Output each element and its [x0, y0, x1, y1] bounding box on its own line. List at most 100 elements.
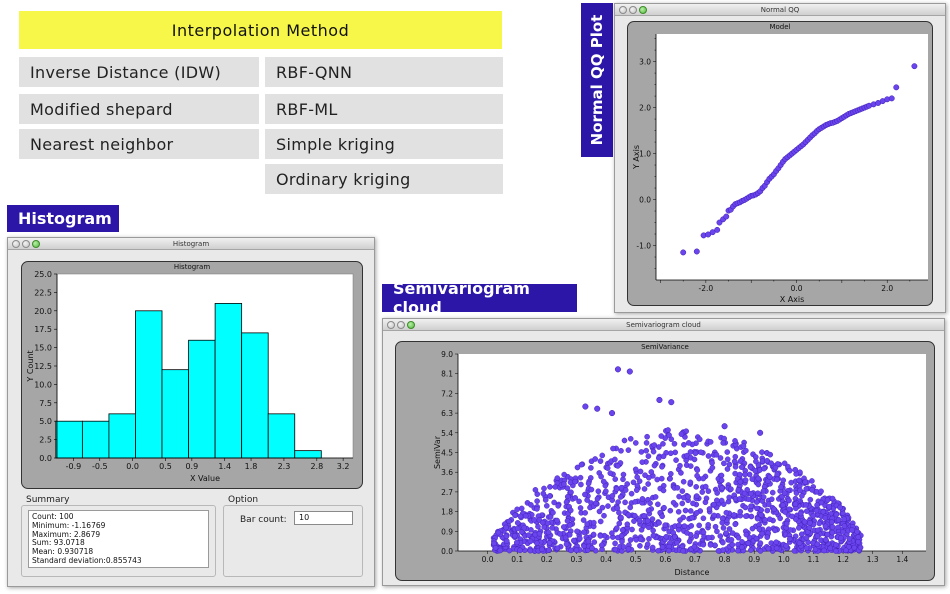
qq-window-titlebar[interactable]: Normal QQ [615, 4, 945, 16]
semi-point [603, 488, 609, 494]
semi-point [694, 472, 700, 479]
semi-point [736, 496, 743, 502]
semi-point [513, 539, 520, 546]
semi-point [814, 533, 821, 539]
semi-point [650, 532, 657, 539]
semi-point [677, 517, 683, 523]
semi-y-tick-label: 5.4 [441, 429, 453, 438]
close-dot-icon[interactable] [619, 6, 627, 14]
semi-point [577, 474, 584, 481]
semi-point [789, 513, 795, 520]
semi-point [614, 463, 621, 469]
method-rbf-ml-button[interactable]: RBF-ML [265, 94, 503, 124]
histogram-y-tick-label: 17.5 [34, 325, 52, 334]
semi-point [557, 531, 563, 537]
semi-point [628, 490, 635, 497]
method-simple-kriging-button[interactable]: Simple kriging [265, 129, 503, 159]
semi-point [690, 500, 696, 507]
semi-point [629, 526, 635, 533]
semi-point [656, 520, 662, 526]
qq-point [714, 226, 721, 233]
semi-point [687, 508, 694, 514]
semi-point [803, 545, 810, 551]
histogram-x-tick-label: 1.8 [245, 462, 258, 471]
semi-point [774, 471, 781, 478]
semivariogram-window-titlebar[interactable]: Semivariogram cloud [383, 319, 944, 331]
semi-point [678, 470, 684, 476]
semi-point [827, 545, 834, 552]
semi-y-tick-label: 1.8 [441, 508, 453, 517]
zoom-dot-icon[interactable] [32, 240, 40, 248]
semi-point [647, 500, 653, 507]
summary-line: Count: 100 [32, 512, 74, 521]
semi-y-tick-label: 7.2 [441, 389, 453, 398]
semi-point [649, 544, 656, 551]
semi-point [737, 479, 744, 485]
minimize-dot-icon[interactable] [629, 6, 637, 14]
semi-point [622, 487, 629, 493]
semi-point [724, 449, 731, 455]
semi-point [715, 548, 722, 554]
semi-point [554, 475, 561, 481]
semi-point [797, 487, 803, 494]
semi-point [595, 488, 602, 495]
semi-point [729, 530, 736, 536]
bar-count-input[interactable]: 10 [294, 511, 353, 525]
semi-outlier-point [594, 405, 601, 412]
histogram-window-titlebar[interactable]: Histogram [8, 238, 374, 250]
semi-point [780, 502, 786, 508]
semi-point [786, 536, 793, 542]
histogram-x-tick-label: -0.9 [66, 462, 82, 471]
semi-point [843, 547, 849, 554]
qq-y-tick-label: -1.0 [636, 242, 651, 251]
zoom-dot-icon[interactable] [407, 321, 415, 329]
semi-point [660, 441, 666, 447]
histogram-chart-panel: Histogram 0.0 2.5 5.0 7.5 10.0 12.5 15.0 17.5 20… [21, 261, 363, 489]
semi-point [506, 547, 513, 554]
method-nearest-neighbor-button[interactable]: Nearest neighbor [19, 129, 259, 159]
semi-point [768, 496, 775, 503]
close-dot-icon[interactable] [12, 240, 20, 248]
bar-count-label: Bar count: [240, 515, 287, 525]
semi-point [652, 494, 659, 500]
semi-point [596, 508, 603, 515]
semi-point [641, 513, 648, 519]
semi-point [549, 525, 556, 531]
semi-point [755, 481, 762, 488]
semi-point [545, 529, 552, 536]
semi-point [518, 505, 525, 512]
semi-point [503, 538, 510, 544]
semi-point [824, 531, 831, 538]
semi-point [714, 497, 720, 504]
minimize-dot-icon[interactable] [397, 321, 405, 329]
summary-line: Standard deviation:0.855743 [32, 555, 142, 565]
semi-point [745, 540, 752, 547]
method-modified-shepard-button[interactable]: Modified shepard [19, 94, 259, 124]
semi-point [528, 502, 534, 508]
histogram-bar [188, 339, 216, 459]
semi-point [753, 499, 760, 505]
semi-point [673, 457, 679, 463]
minimize-dot-icon[interactable] [22, 240, 30, 248]
close-dot-icon[interactable] [387, 321, 395, 329]
semi-point [636, 478, 643, 484]
semi-point [679, 500, 686, 507]
semi-point [599, 504, 606, 511]
semi-point [737, 508, 744, 515]
semi-point [792, 501, 799, 507]
histogram-x-tick-label: 3.2 [337, 462, 350, 471]
semi-point [686, 538, 693, 545]
zoom-dot-icon[interactable] [639, 6, 647, 14]
semi-point [650, 448, 657, 455]
method-rbf-qnn-button[interactable]: RBF-QNN [265, 57, 503, 87]
semi-point [633, 487, 640, 493]
semi-point [720, 525, 727, 531]
semi-point [749, 525, 756, 532]
semi-point [803, 502, 809, 508]
semi-point [748, 503, 754, 509]
semi-point [555, 503, 561, 509]
semi-point [796, 477, 803, 484]
method-ordinary-kriging-button[interactable]: Ordinary kriging [265, 164, 503, 194]
method-idw-button[interactable]: Inverse Distance (IDW) [19, 57, 259, 87]
semi-point [718, 477, 725, 484]
